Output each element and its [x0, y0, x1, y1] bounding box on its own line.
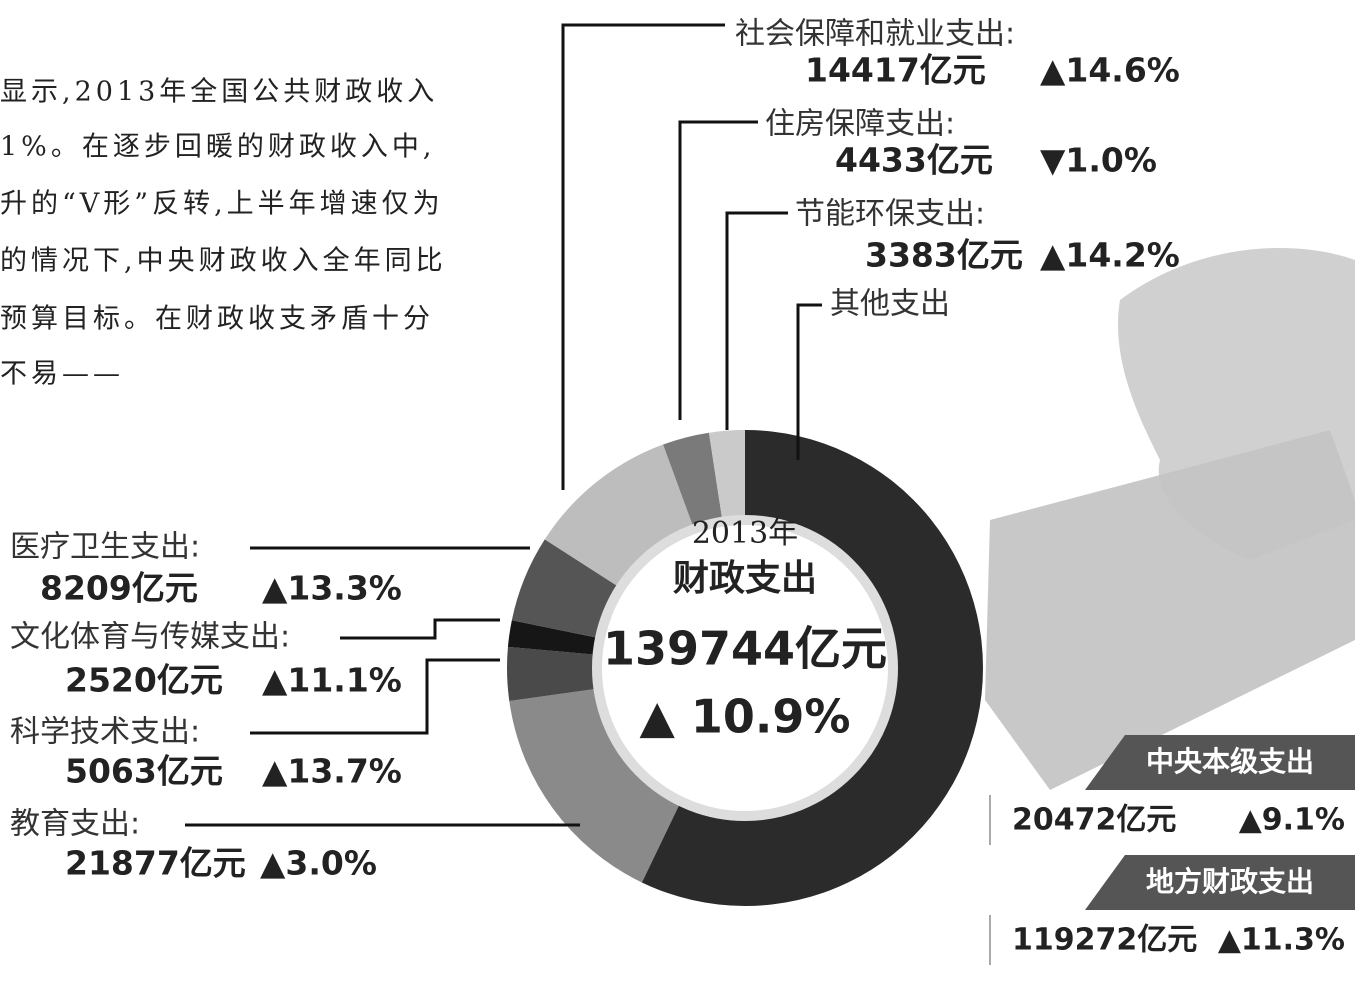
center-title: 财政支出 — [673, 558, 817, 599]
article-line: 预算目标。在财政收支矛盾十分 — [0, 304, 434, 335]
change-label: ▲14.6% — [1040, 51, 1180, 90]
box-title: 中央本级支出 — [1146, 745, 1314, 778]
change-label: ▲3.0% — [260, 844, 377, 883]
abacus-hand — [985, 248, 1355, 790]
change-label: ▲11.1% — [262, 661, 402, 700]
article-line: 不易—— — [0, 359, 124, 390]
value-label: 4433亿元 — [835, 141, 993, 180]
leader-line — [680, 122, 758, 420]
change-label: ▲13.3% — [262, 569, 402, 608]
category-label: 节能环保支出: — [795, 197, 985, 232]
box-change: ▲9.1% — [1239, 803, 1345, 838]
center-change: ▲ 10.9% — [640, 690, 851, 744]
article-line: 1%。在逐步回暖的财政收入中, — [0, 132, 435, 163]
category-label: 文化体育与传媒支出: — [10, 620, 290, 655]
category-label: 教育支出: — [10, 807, 140, 842]
category-label: 住房保障支出: — [765, 107, 955, 142]
box-amount: 119272亿元 — [1012, 923, 1197, 958]
category-label: 其他支出 — [830, 287, 950, 322]
leader-line — [340, 620, 500, 638]
category-label: 社会保障和就业支出: — [735, 17, 1015, 52]
center-total: 139744亿元 — [603, 622, 887, 676]
article-line: 显示,2013年全国公共财政收入 — [0, 77, 438, 108]
change-label: ▲13.7% — [262, 752, 402, 791]
category-label: 科学技术支出: — [10, 715, 200, 750]
change-label: ▲14.2% — [1040, 236, 1180, 275]
leader-line — [727, 213, 788, 430]
box-title: 地方财政支出 — [1146, 865, 1314, 898]
leader-line — [798, 305, 822, 460]
value-label: 14417亿元 — [805, 51, 986, 90]
value-label: 3383亿元 — [865, 236, 1023, 275]
change-label: ▼1.0% — [1040, 141, 1157, 180]
box-amount: 20472亿元 — [1012, 803, 1176, 838]
article-line: 升的“V形”反转,上半年增速仅为 — [0, 189, 444, 220]
infographic: 显示,2013年全国公共财政收入 1%。在逐步回暖的财政收入中, 升的“V形”反转,… — [0, 0, 1355, 986]
value-label: 2520亿元 — [65, 661, 223, 700]
leader-line — [563, 25, 725, 490]
center-year: 2013年 — [692, 516, 798, 551]
article-line: 的情况下,中央财政收入全年同比 — [0, 246, 447, 277]
value-label: 5063亿元 — [65, 752, 223, 791]
value-label: 8209亿元 — [40, 569, 198, 608]
box-change: ▲11.3% — [1218, 923, 1345, 958]
category-label: 医疗卫生支出: — [10, 530, 200, 565]
value-label: 21877亿元 — [65, 844, 246, 883]
